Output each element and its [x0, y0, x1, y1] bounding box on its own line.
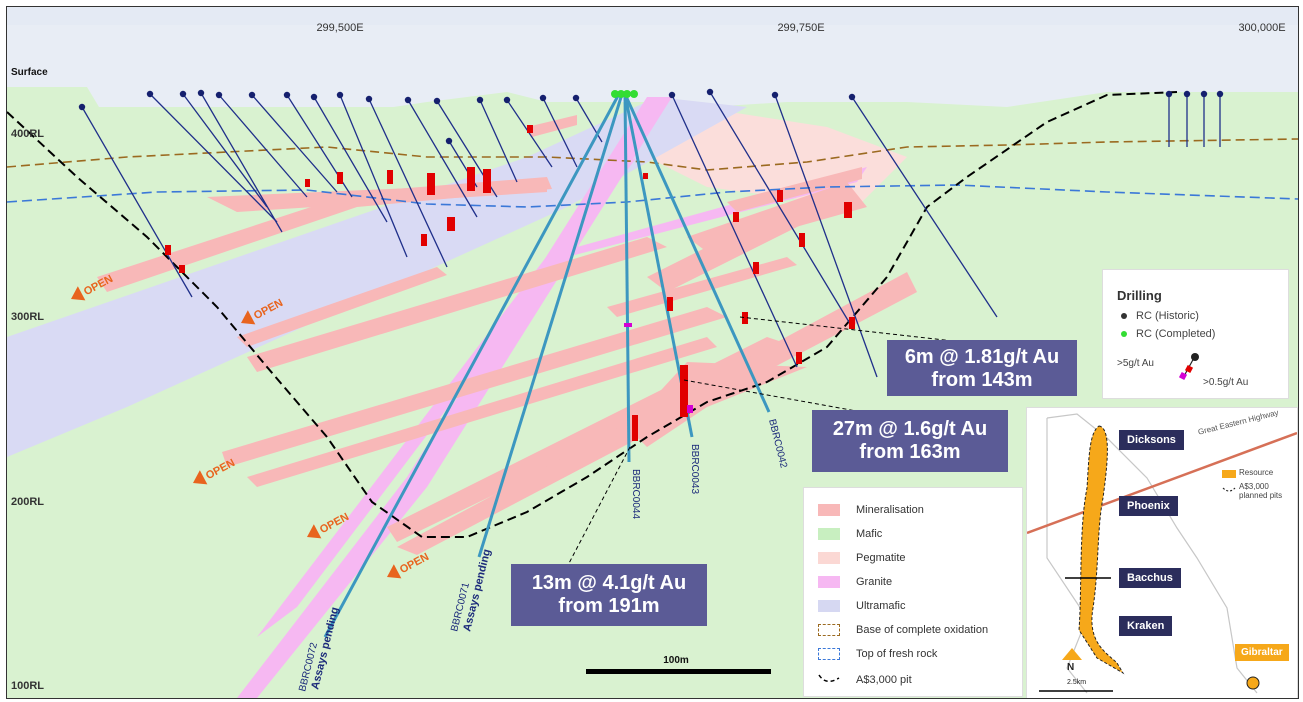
intercept-callout: 27m @ 1.6g/t Au from 163m: [812, 410, 1008, 472]
rl-label: 200RL: [11, 496, 44, 508]
resource-zone: [1078, 425, 1125, 675]
hole-id: BBRC0044: [630, 469, 641, 519]
callout-line2: from 163m: [859, 441, 961, 463]
legend-resource-swatch: [1222, 470, 1236, 478]
legend-historic: RC (Historic): [1121, 310, 1199, 322]
swatch-oxidation: [818, 624, 840, 636]
historic-dot-icon: [1121, 313, 1127, 319]
legend-label: Mineralisation: [856, 504, 924, 516]
intercept-marks: [165, 125, 855, 441]
grade-low-label: >0.5g/t Au: [1203, 377, 1249, 388]
north-arrow-icon: [1062, 648, 1082, 660]
drilling-legend-title: Drilling: [1117, 288, 1162, 303]
easting-label: 299,500E: [316, 22, 363, 34]
legend-label: Top of fresh rock: [856, 648, 938, 660]
open-arrow-icon: [71, 286, 86, 301]
intercept-callout: 6m @ 1.81g/t Au from 143m: [887, 340, 1077, 396]
swatch-ultramafic: [818, 600, 840, 612]
gibraltar-marker-icon: [1246, 676, 1260, 690]
swatch-mafic: [818, 528, 840, 540]
deposit-label: Dicksons: [1119, 430, 1184, 450]
legend-row: Granite: [818, 574, 892, 590]
legend-row: Pegmatite: [818, 550, 906, 566]
legend-label: Granite: [856, 576, 893, 588]
legend-pits-icon: [1222, 487, 1236, 492]
deposit-label: Bacchus: [1119, 568, 1181, 588]
deposit-label: Gibraltar: [1235, 644, 1289, 661]
intercept-mark-low: [624, 323, 632, 327]
legend-row: Top of fresh rock: [818, 646, 937, 662]
swatch-mineralisation: [818, 504, 840, 516]
completed-collars: [611, 90, 638, 98]
legend-label: Base of complete oxidation: [856, 624, 989, 636]
open-arrow-icon: [241, 310, 256, 325]
historic-holes: [81, 91, 1221, 378]
easting-label: 300,000E: [1238, 22, 1285, 34]
legend-label: Mafic: [856, 528, 883, 540]
legend-row: Base of complete oxidation: [818, 622, 988, 638]
callout-leaders: [566, 316, 963, 568]
open-arrow-icon: [193, 470, 208, 485]
legend-resource-label: Resource: [1239, 468, 1274, 477]
scale-bar: [586, 669, 771, 674]
legend-completed: RC (Completed): [1121, 328, 1215, 340]
deposit-label: Phoenix: [1119, 496, 1178, 516]
legend-pits-label: A$3,000 planned pits: [1239, 482, 1283, 500]
north-label: N: [1067, 662, 1075, 673]
intercept-mark-low: [687, 405, 693, 413]
grade-symbol-icon: [1178, 353, 1199, 381]
tenement-outline: [1046, 413, 1258, 694]
swatch-pegmatite: [818, 552, 840, 564]
scale-label: 100m: [663, 655, 689, 666]
mineralisation-lenses: [97, 115, 917, 555]
completed-holes: [323, 93, 771, 638]
inset-scale-label: 2.5km: [1067, 679, 1087, 686]
drilling-legend: Drilling RC (Historic) RC (Completed) >5…: [1102, 269, 1289, 399]
callout-line2: from 143m: [931, 369, 1033, 391]
open-arrow-icon: [387, 564, 402, 579]
intercept-callout: 13m @ 4.1g/t Au from 191m: [511, 564, 707, 626]
cross-section-map: 299,500E 299,750E 300,000E Surface 400RL…: [6, 6, 1299, 699]
legend-label: Pegmatite: [856, 552, 906, 564]
open-arrow-icon: [307, 524, 322, 539]
deposit-label: Kraken: [1119, 616, 1173, 636]
grade-high-label: >5g/t Au: [1117, 358, 1154, 369]
legend-completed-label: RC (Completed): [1136, 328, 1216, 340]
inset-map: Dicksons Phoenix Bacchus Kraken Gibralta…: [1026, 407, 1298, 698]
historic-collars: [78, 88, 1224, 145]
callout-line2: from 191m: [558, 595, 660, 617]
legend-historic-label: RC (Historic): [1136, 310, 1199, 322]
highway-line: [1027, 431, 1297, 535]
top-axis-band: [7, 7, 1298, 25]
swatch-granite: [818, 576, 840, 588]
swatch-fresh-rock: [818, 648, 840, 660]
ultramafic-belt: [7, 97, 747, 457]
legend-label: Ultramafic: [856, 600, 906, 612]
swatch-pit-icon: [818, 674, 840, 683]
callout-line1: 27m @ 1.6g/t Au: [832, 418, 988, 440]
callout-line1: 13m @ 4.1g/t Au: [531, 572, 687, 594]
easting-label: 299,750E: [777, 22, 824, 34]
legend-row: Mafic: [818, 526, 882, 542]
geology-legend: Mineralisation Mafic Pegmatite Granite U…: [803, 487, 1023, 697]
rl-label: 400RL: [11, 128, 44, 140]
surface-label: Surface: [11, 67, 48, 78]
legend-row: Ultramafic: [818, 598, 906, 614]
pit-outline: [7, 91, 1178, 538]
callout-line1: 6m @ 1.81g/t Au: [904, 346, 1060, 368]
legend-row: Mineralisation: [818, 502, 924, 518]
legend-label: A$3,000 pit: [856, 674, 912, 686]
rl-label: 100RL: [11, 680, 44, 692]
legend-row: A$3,000 pit: [818, 672, 912, 688]
hole-id: BBRC0043: [689, 444, 700, 494]
rl-label: 300RL: [11, 311, 44, 323]
completed-dot-icon: [1121, 331, 1127, 337]
